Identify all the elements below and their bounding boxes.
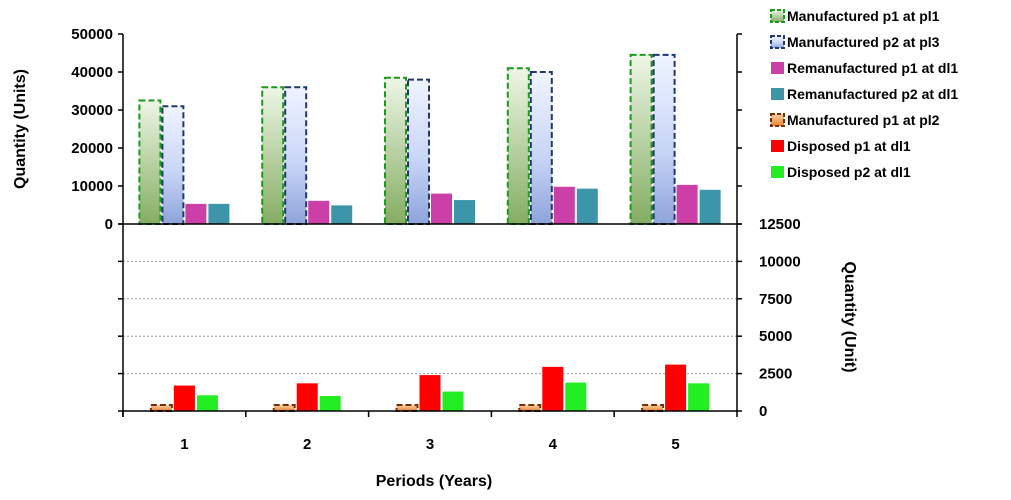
bar: [688, 383, 710, 411]
bar: [431, 193, 452, 224]
legend-label: Remanufactured p1 at dl1: [787, 60, 958, 76]
bar: [699, 189, 721, 224]
bar: [284, 86, 308, 225]
bar: [676, 184, 698, 224]
bar: [161, 105, 185, 225]
legend-swatch: [770, 113, 785, 127]
bar: [196, 395, 218, 411]
bar: [185, 203, 207, 224]
y-tick-label: 20000: [71, 140, 113, 157]
y2-tick-label: 10000: [759, 253, 801, 270]
bar: [529, 71, 553, 225]
bar: [641, 404, 665, 412]
legend-swatch: [771, 166, 784, 178]
legend-label: Manufactured p1 at pl1: [787, 8, 940, 24]
bar: [272, 404, 296, 412]
bar: [395, 404, 419, 412]
legend-swatch: [771, 140, 784, 152]
legend-label: Manufactured p1 at pl2: [787, 112, 940, 128]
bar: [419, 375, 441, 411]
y2-tick-label: 12500: [759, 216, 801, 233]
y-tick-label: 10000: [71, 178, 113, 195]
y2-tick-label: 5000: [759, 328, 792, 345]
x-tick-label: 1: [180, 436, 188, 453]
x-tick-label: 3: [426, 436, 434, 453]
bar: [553, 186, 575, 224]
bar: [173, 385, 195, 411]
legend-label: Disposed p1 at dl1: [787, 138, 911, 154]
y2-tick-label: 0: [759, 403, 767, 420]
bar: [308, 200, 330, 224]
bar: [542, 366, 564, 411]
legend-swatch: [770, 9, 785, 23]
legend-label: Manufactured p2 at pl3: [787, 34, 940, 50]
bar: [208, 203, 230, 224]
y-axis-title-left: Quantity (Units): [12, 69, 29, 189]
y2-tick-label: 2500: [759, 366, 792, 383]
bar: [319, 396, 341, 411]
bar: [576, 188, 598, 224]
legend-label: Remanufactured p2 at dl1: [787, 86, 958, 102]
y2-tick-label: 7500: [759, 291, 792, 308]
y-tick-label: 40000: [71, 64, 113, 81]
x-tick-label: 2: [303, 436, 311, 453]
bar: [629, 53, 653, 226]
bar: [652, 53, 676, 226]
bar: [384, 76, 407, 225]
legend-label: Disposed p2 at dl1: [787, 164, 911, 180]
legend-swatch: [771, 62, 784, 74]
bar: [454, 200, 475, 224]
bar: [138, 99, 162, 225]
bar: [407, 78, 430, 225]
legend-swatch: [771, 88, 784, 100]
bar: [665, 364, 687, 411]
bar: [261, 86, 285, 225]
y-tick-label: 0: [105, 216, 113, 233]
x-axis-title: Periods (Years): [376, 473, 493, 490]
bar: [149, 404, 173, 412]
x-tick-label: 4: [549, 436, 558, 453]
bar: [331, 205, 353, 224]
x-tick-label: 5: [671, 436, 679, 453]
y-tick-label: 50000: [71, 26, 113, 43]
bar: [296, 383, 318, 411]
legend-swatch: [770, 35, 785, 49]
bar: [565, 382, 587, 411]
y-axis-title-right: Quantity (Unit): [841, 261, 858, 372]
y-tick-label: 30000: [71, 102, 113, 119]
bar: [518, 404, 542, 412]
bar: [506, 67, 530, 225]
bar: [442, 391, 464, 411]
